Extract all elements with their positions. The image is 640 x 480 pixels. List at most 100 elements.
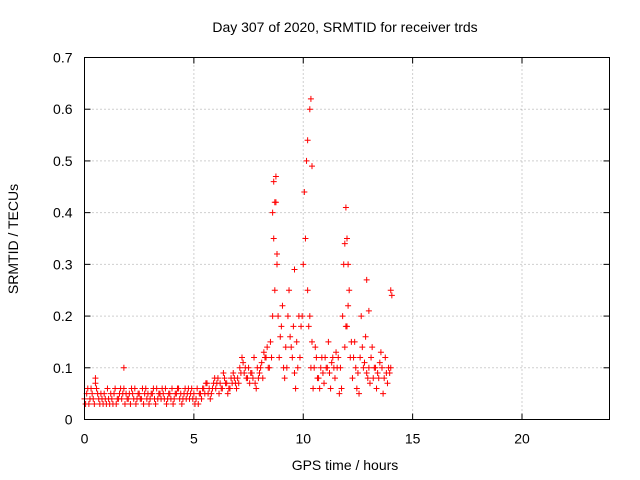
y-tick-label: 0: [65, 412, 73, 428]
data-point: [309, 163, 315, 170]
data-point: [183, 395, 190, 402]
data-point: [86, 395, 93, 402]
data-point: [360, 364, 367, 371]
data-point: [224, 390, 231, 397]
data-point: [269, 209, 276, 216]
data-point: [375, 375, 382, 382]
data-point: [271, 287, 278, 294]
data-point: [321, 380, 328, 387]
data-point: [301, 188, 308, 195]
data-point: [359, 344, 366, 351]
data-point: [325, 338, 332, 345]
data-point: [154, 395, 161, 402]
y-tick-label: 0.2: [53, 308, 73, 324]
data-point: [143, 395, 150, 402]
y-tick-label: 0.4: [53, 205, 73, 221]
data-point: [89, 390, 96, 397]
data-point: [384, 380, 391, 387]
data-point: [305, 323, 312, 330]
data-point: [381, 375, 388, 382]
data-point: [253, 385, 260, 392]
data-point: [108, 395, 115, 402]
data-point: [148, 390, 155, 397]
data-point: [189, 395, 196, 402]
data-point: [119, 390, 126, 397]
data-point: [200, 385, 207, 392]
data-point: [172, 390, 179, 397]
y-tick-label: 0.3: [53, 256, 73, 272]
data-point: [272, 173, 279, 180]
data-point: [382, 354, 389, 361]
data-point: [376, 359, 383, 366]
data-point: [338, 385, 345, 392]
data-point: [329, 354, 336, 361]
data-point: [387, 364, 394, 371]
data-point: [244, 375, 251, 382]
data-point: [304, 137, 311, 144]
data-point: [191, 400, 198, 407]
data-point: [252, 380, 259, 387]
data-point: [281, 375, 288, 382]
data-point: [150, 385, 157, 392]
data-point: [102, 395, 109, 402]
data-point: [115, 395, 122, 402]
data-point: [211, 375, 218, 382]
data-point: [286, 287, 293, 294]
data-point: [310, 385, 317, 392]
data-point: [347, 354, 354, 361]
data-point: [209, 385, 216, 392]
data-point: [380, 390, 387, 397]
data-point: [167, 395, 174, 402]
data-point: [163, 400, 170, 407]
data-point: [249, 375, 256, 382]
data-point: [306, 313, 313, 320]
data-point: [283, 364, 290, 371]
data-point: [323, 364, 330, 371]
data-point: [95, 395, 102, 402]
y-tick-labels: 0 0.1 0.2 0.3 0.4 0.5 0.6 0.7: [53, 50, 73, 428]
data-point: [314, 375, 321, 382]
y-tick-label: 0.7: [53, 50, 73, 66]
data-point: [176, 395, 183, 402]
data-point: [317, 364, 324, 371]
data-point: [328, 359, 335, 366]
data-point: [287, 333, 294, 340]
data-point: [104, 385, 111, 392]
data-point: [356, 390, 363, 397]
data-point: [198, 395, 205, 402]
axis-ticks: [84, 57, 610, 420]
data-point: [344, 235, 350, 242]
data-point: [284, 313, 291, 320]
data-point: [336, 390, 343, 397]
data-point: [373, 385, 380, 392]
data-point: [126, 390, 133, 397]
data-point: [165, 390, 172, 397]
data-point: [312, 344, 319, 351]
data-point: [364, 375, 371, 382]
data-point: [258, 359, 265, 366]
data-point: [178, 400, 185, 407]
data-point: [388, 292, 395, 299]
data-point: [237, 369, 244, 376]
data-point: [135, 390, 142, 397]
data-point: [292, 385, 299, 392]
data-point: [369, 344, 376, 351]
data-point: [279, 302, 286, 309]
data-point: [174, 385, 181, 392]
data-point: [386, 369, 393, 376]
x-tick-label: 5: [190, 431, 198, 447]
data-point: [306, 106, 313, 113]
x-tick-label: 0: [81, 431, 89, 447]
data-point: [333, 349, 340, 356]
data-point: [366, 380, 373, 387]
data-point: [264, 344, 271, 351]
data-point: [218, 385, 225, 392]
data-point: [220, 369, 227, 376]
data-point: [268, 354, 275, 361]
data-point: [270, 235, 277, 242]
data-point: [278, 323, 285, 330]
data-point: [246, 380, 253, 387]
data-point: [84, 385, 91, 392]
data-point: [327, 385, 334, 392]
data-point: [291, 369, 298, 376]
